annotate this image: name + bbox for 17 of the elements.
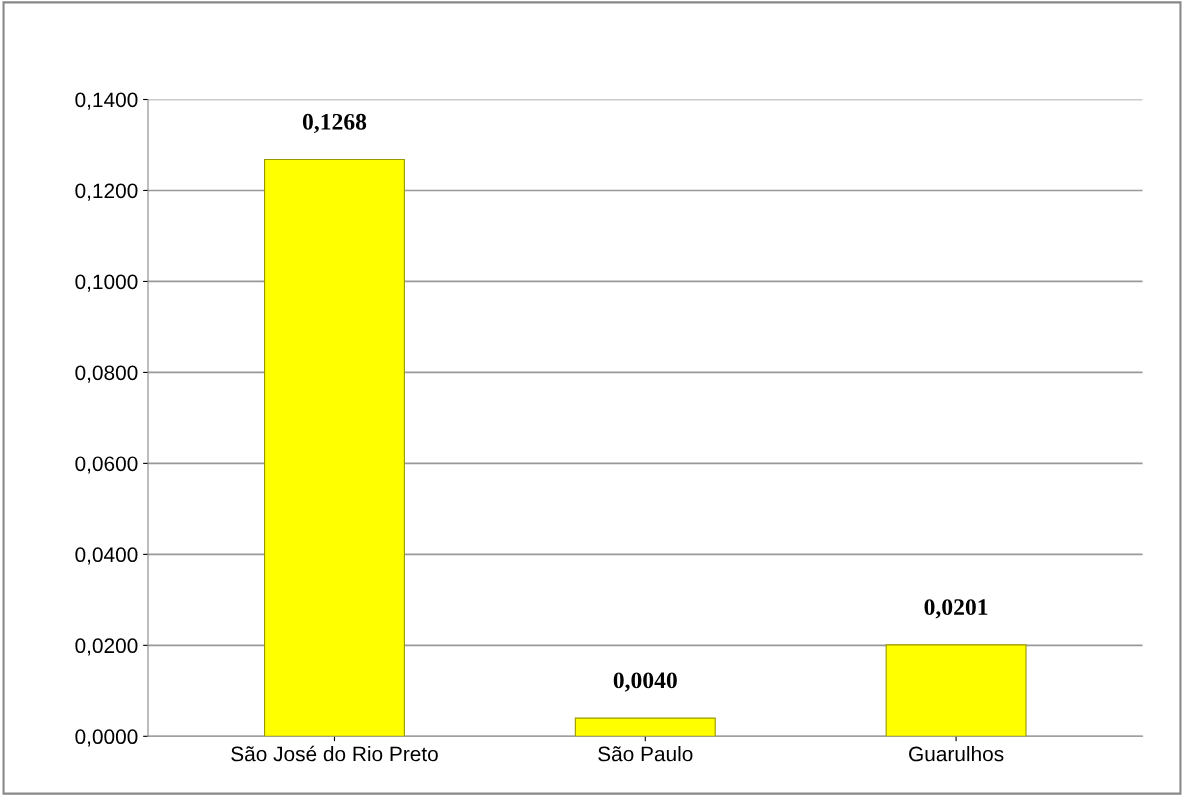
y-tick-label: 0,1200	[75, 183, 138, 201]
x-tick-label: Guarulhos	[909, 746, 1004, 762]
bar	[574, 717, 716, 737]
bar	[885, 644, 1027, 737]
y-tick-label: 0,0000	[75, 729, 138, 747]
bar	[263, 158, 405, 737]
data-label: 0,0040	[613, 672, 677, 692]
y-tick-label: 0,1000	[75, 274, 138, 292]
y-tick-label: 0,0200	[75, 638, 138, 656]
y-tick-label: 0,0800	[75, 365, 138, 383]
x-tick-label: São Paulo	[598, 746, 693, 762]
data-label: 0,1268	[302, 113, 367, 134]
y-tick-label: 0,0600	[75, 456, 138, 474]
x-tick-label: São José do Rio Preto	[231, 745, 438, 762]
y-tick-label: 0,1400	[75, 92, 138, 110]
y-tick-label: 0,0400	[75, 547, 138, 565]
data-label: 0,0201	[924, 599, 988, 619]
